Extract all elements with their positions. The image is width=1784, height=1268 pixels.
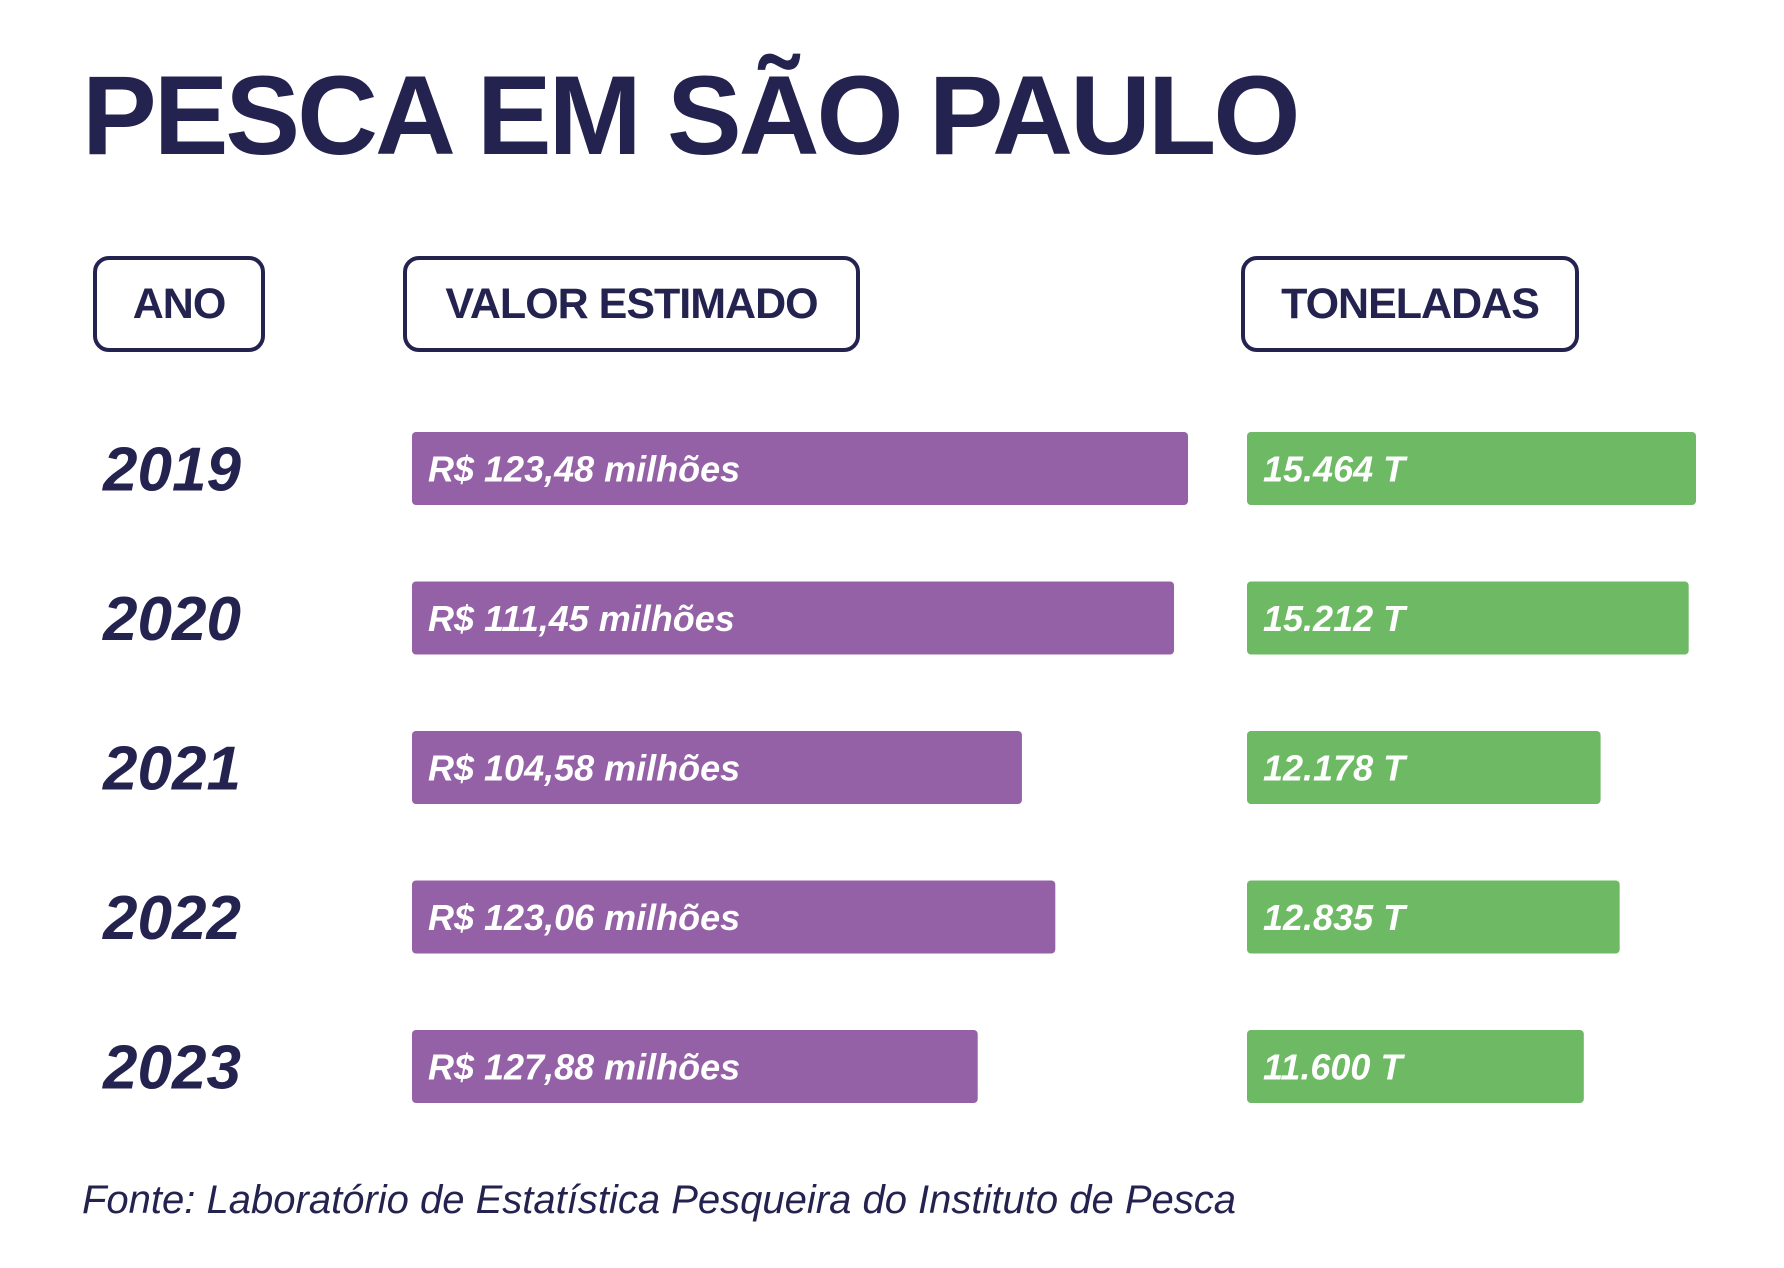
tons-bar-label: 11.600 T [1263, 1047, 1405, 1088]
tons-bar-label: 15.464 T [1263, 449, 1408, 490]
value-bar-label: R$ 127,88 milhões [428, 1047, 740, 1088]
tons-bar [1247, 1030, 1584, 1103]
year-label: 2021 [102, 735, 241, 804]
page-title: PESCA EM SÃO PAULO [82, 53, 1300, 178]
value-bar-label: R$ 123,06 milhões [428, 897, 740, 938]
year-label: 2023 [102, 1034, 241, 1103]
value-bar [412, 1030, 978, 1103]
header-year: ANO [93, 256, 265, 352]
header-value: VALOR ESTIMADO [403, 256, 860, 352]
value-bar-label: R$ 111,45 milhões [428, 598, 735, 639]
value-bar [412, 731, 1022, 804]
year-label: 2019 [102, 436, 241, 505]
tons-bar-label: 12.835 T [1263, 897, 1408, 938]
source-note: Fonte: Laboratório de Estatística Pesque… [82, 1178, 1237, 1222]
tons-bar-label: 15.212 T [1263, 598, 1408, 639]
value-bar [412, 432, 1188, 505]
value-bar [412, 880, 1056, 954]
tons-bar [1247, 432, 1696, 505]
value-bar-label: R$ 104,58 milhões [428, 748, 740, 789]
year-label: 2020 [102, 585, 241, 654]
value-bar [412, 581, 1175, 655]
year-label: 2022 [102, 884, 241, 953]
tons-bar [1247, 581, 1689, 655]
value-bar-label: R$ 123,48 milhões [428, 449, 740, 490]
tons-bar [1247, 731, 1601, 804]
tons-bar-label: 12.178 T [1263, 748, 1408, 789]
tons-bar [1247, 880, 1620, 954]
header-tons: TONELADAS [1241, 256, 1579, 352]
